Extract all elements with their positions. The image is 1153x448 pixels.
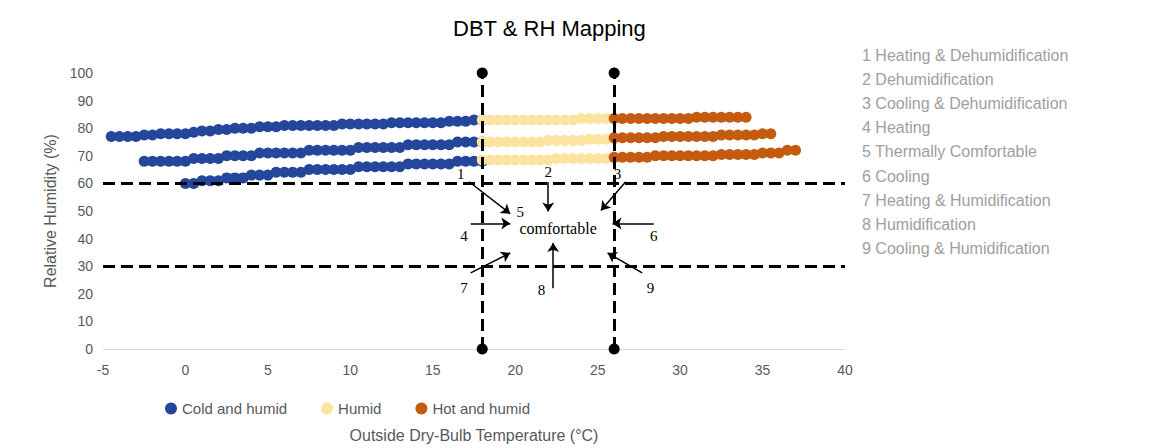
svg-text:7: 7 — [460, 280, 468, 296]
svg-text:5: 5 — [264, 362, 272, 378]
svg-text:40: 40 — [837, 362, 853, 378]
svg-text:Cold and humid: Cold and humid — [182, 400, 287, 417]
svg-text:6: 6 — [650, 228, 658, 244]
svg-text:10: 10 — [77, 313, 93, 329]
svg-text:25: 25 — [590, 362, 606, 378]
svg-text:10: 10 — [343, 362, 359, 378]
svg-text:7 Heating & Humidification: 7 Heating & Humidification — [862, 192, 1051, 209]
svg-text:1 Heating & Dehumidification: 1 Heating & Dehumidification — [862, 47, 1068, 64]
svg-text:80: 80 — [77, 120, 93, 136]
svg-text:0: 0 — [182, 362, 190, 378]
svg-text:Relative Humidity (%): Relative Humidity (%) — [42, 134, 59, 288]
svg-text:40: 40 — [77, 231, 93, 247]
svg-text:6 Cooling: 6 Cooling — [862, 168, 930, 185]
svg-text:3 Cooling & Dehumidification: 3 Cooling & Dehumidification — [862, 95, 1067, 112]
svg-text:5 Thermally Comfortable: 5 Thermally Comfortable — [862, 143, 1037, 160]
svg-text:20: 20 — [77, 286, 93, 302]
svg-text:8 Humidification: 8 Humidification — [862, 216, 976, 233]
svg-text:4 Heating: 4 Heating — [862, 119, 931, 136]
svg-text:Hot and humid: Hot and humid — [432, 400, 530, 417]
svg-text:30: 30 — [672, 362, 688, 378]
svg-text:35: 35 — [755, 362, 771, 378]
svg-text:2 Dehumidification: 2 Dehumidification — [862, 71, 994, 88]
svg-text:15: 15 — [425, 362, 441, 378]
svg-text:comfortable: comfortable — [519, 220, 596, 237]
svg-text:9: 9 — [647, 280, 655, 296]
svg-text:DBT & RH Mapping: DBT & RH Mapping — [453, 16, 646, 41]
svg-text:20: 20 — [507, 362, 523, 378]
svg-text:3: 3 — [614, 166, 622, 182]
svg-text:0: 0 — [85, 341, 93, 357]
svg-text:8: 8 — [538, 282, 546, 298]
svg-text:2: 2 — [544, 164, 552, 180]
svg-text:70: 70 — [77, 148, 93, 164]
svg-text:4: 4 — [460, 228, 468, 244]
svg-text:Outside Dry-Bulb Temperature (: Outside Dry-Bulb Temperature (°C) — [350, 427, 599, 444]
svg-text:60: 60 — [77, 175, 93, 191]
svg-text:1: 1 — [457, 166, 465, 182]
svg-text:5: 5 — [516, 204, 524, 220]
svg-text:30: 30 — [77, 258, 93, 274]
svg-text:Humid: Humid — [338, 400, 381, 417]
svg-text:-5: -5 — [97, 362, 110, 378]
svg-text:50: 50 — [77, 203, 93, 219]
svg-text:100: 100 — [70, 65, 94, 81]
svg-text:90: 90 — [77, 93, 93, 109]
svg-text:9 Cooling & Humidification: 9 Cooling & Humidification — [862, 240, 1050, 257]
